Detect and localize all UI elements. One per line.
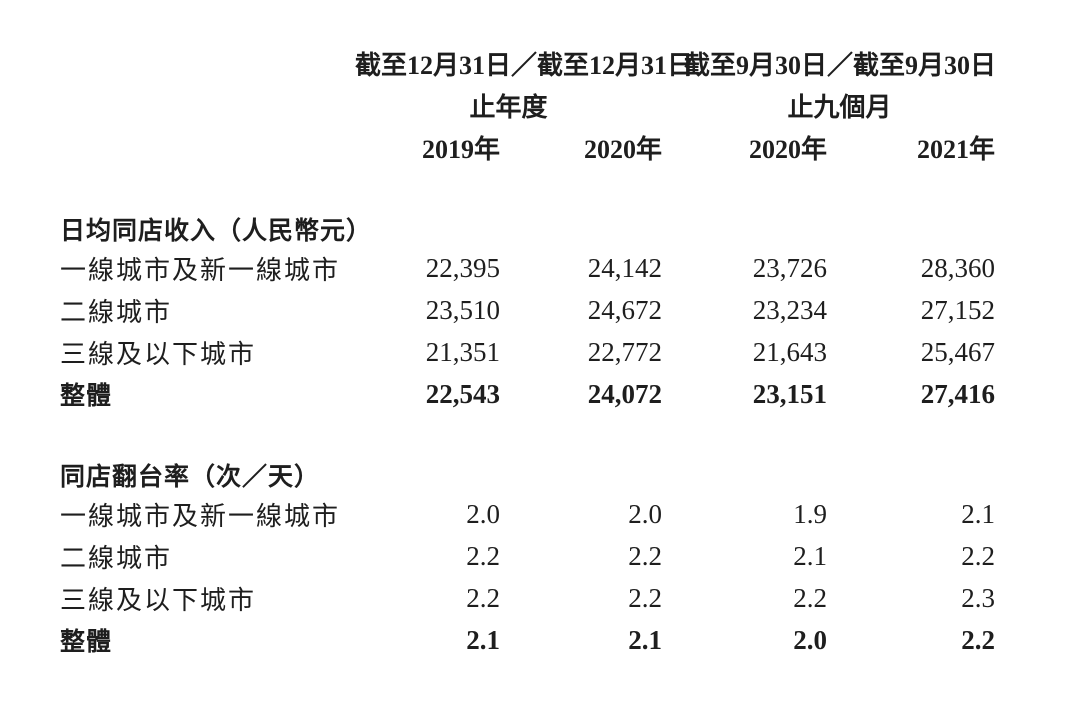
table-row: 三線及以下城市 2.2 2.2 2.2 2.3 xyxy=(60,577,995,619)
cell-value: 21,643 xyxy=(752,336,828,367)
header-years-row: 2019年 2020年 2020年 2021年 xyxy=(60,126,995,168)
row-label: 二線城市 xyxy=(60,543,173,573)
same-store-metrics-table: 截至12月31日／截至12月31日 截至9月30日／截至9月30日 止年度 止九… xyxy=(60,42,997,661)
table-row: 一線城市及新一線城市 2.0 2.0 1.9 2.1 xyxy=(60,493,995,535)
cell-value: 25,467 xyxy=(920,336,996,367)
header-period-row: 截至12月31日／截至12月31日 截至9月30日／截至9月30日 xyxy=(60,42,997,84)
period-subheader-9m: 止九個月 xyxy=(787,92,892,122)
cell-value: 2.2 xyxy=(793,582,828,613)
cell-value: 2.1 xyxy=(628,624,663,655)
section-daily-same-store-revenue: 日均同店收入（人民幣元） 一線城市及新一線城市 22,395 24,142 23… xyxy=(60,168,995,415)
header-period-sub-row: 止年度 止九個月 xyxy=(60,84,995,126)
cell-value: 23,726 xyxy=(752,252,828,283)
table-row: 一線城市及新一線城市 22,395 24,142 23,726 28,360 xyxy=(60,247,995,289)
section-title: 同店翻台率（次／天） xyxy=(60,463,321,491)
cell-value: 2.1 xyxy=(466,624,500,655)
cell-value: 2.0 xyxy=(793,624,828,655)
cell-value: 22,772 xyxy=(587,336,663,367)
cell-value: 21,351 xyxy=(425,336,500,367)
table-total-row: 整體 22,543 24,072 23,151 27,416 xyxy=(60,373,995,415)
cell-value: 27,152 xyxy=(920,294,996,325)
cell-value: 2.2 xyxy=(628,582,663,613)
cell-value: 2.1 xyxy=(961,498,996,529)
cell-value: 2.1 xyxy=(793,540,828,571)
cell-value: 24,072 xyxy=(587,378,663,409)
cell-value: 23,234 xyxy=(752,294,828,325)
year-header-2020-fy: 2020年 xyxy=(584,134,663,164)
cell-value: 2.2 xyxy=(466,582,500,613)
cell-value: 2.2 xyxy=(961,540,996,571)
header-corner-spacer xyxy=(60,84,355,126)
cell-value: 24,672 xyxy=(587,294,663,325)
table-row: 二線城市 23,510 24,672 23,234 27,152 xyxy=(60,289,995,331)
cell-value: 2.0 xyxy=(466,498,500,529)
cell-value: 23,151 xyxy=(752,378,828,409)
table-total-row: 整體 2.1 2.1 2.0 2.2 xyxy=(60,619,995,661)
row-label: 三線及以下城市 xyxy=(60,339,257,369)
section-title-row: 日均同店收入（人民幣元） xyxy=(60,168,995,247)
year-header-2020-9m: 2020年 xyxy=(749,134,828,164)
year-header-2019: 2019年 xyxy=(421,134,500,164)
table-header: 截至12月31日／截至12月31日 截至9月30日／截至9月30日 止年度 止九… xyxy=(60,42,997,168)
cell-value: 22,543 xyxy=(425,378,500,409)
cell-value: 23,510 xyxy=(425,294,500,325)
cell-value: 2.2 xyxy=(466,540,500,571)
cell-value: 24,142 xyxy=(587,252,663,283)
cell-value: 22,395 xyxy=(425,252,500,283)
row-label: 一線城市及新一線城市 xyxy=(60,501,341,531)
row-label: 整體 xyxy=(60,628,113,656)
cell-value: 2.2 xyxy=(961,624,996,655)
period-header-fy: 截至12月31日／截至12月31日 xyxy=(355,50,694,80)
row-label: 二線城市 xyxy=(60,297,173,327)
section-same-store-table-turnover: 同店翻台率（次／天） 一線城市及新一線城市 2.0 2.0 1.9 2.1 二線… xyxy=(60,415,995,661)
cell-value: 28,360 xyxy=(920,252,996,283)
cell-value: 27,416 xyxy=(920,378,996,409)
table-row: 三線及以下城市 21,351 22,772 21,643 25,467 xyxy=(60,331,995,373)
year-header-2021: 2021年 xyxy=(917,134,996,164)
section-title-row: 同店翻台率（次／天） xyxy=(60,415,995,493)
row-label: 一線城市及新一線城市 xyxy=(60,255,341,285)
table-row: 二線城市 2.2 2.2 2.1 2.2 xyxy=(60,535,995,577)
header-corner-spacer xyxy=(60,42,355,84)
period-header-9m: 截至9月30日／截至9月30日 xyxy=(684,50,997,80)
header-corner-spacer xyxy=(60,126,355,168)
section-title: 日均同店收入（人民幣元） xyxy=(60,217,373,245)
row-label: 整體 xyxy=(60,382,113,410)
cell-value: 1.9 xyxy=(793,498,828,529)
cell-value: 2.2 xyxy=(628,540,663,571)
row-label: 三線及以下城市 xyxy=(60,585,257,615)
cell-value: 2.3 xyxy=(961,582,996,613)
period-subheader-fy: 止年度 xyxy=(469,92,548,122)
cell-value: 2.0 xyxy=(628,498,663,529)
